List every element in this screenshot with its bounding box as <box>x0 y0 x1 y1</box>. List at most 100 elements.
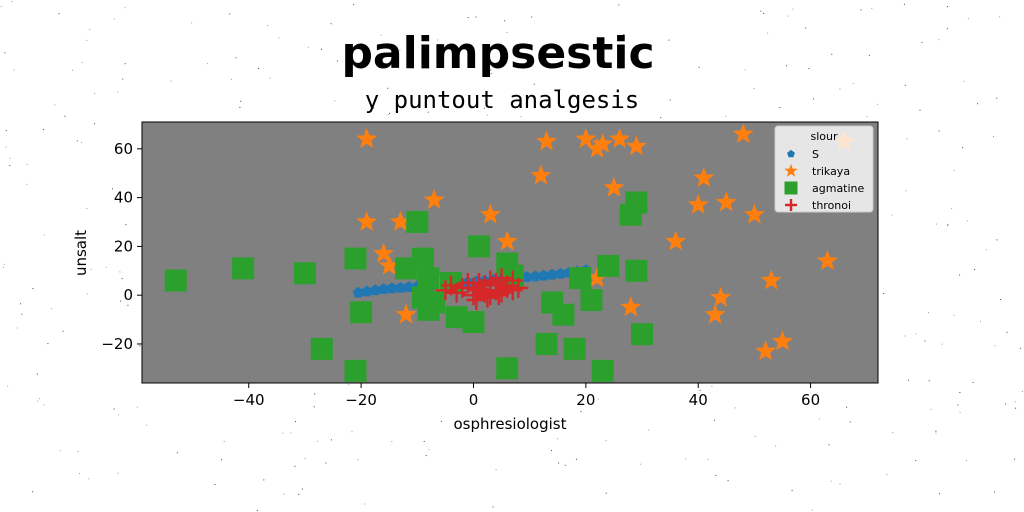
data-point-trikaya <box>603 176 625 197</box>
data-point-S <box>361 285 373 297</box>
speckle-dot <box>125 224 127 226</box>
x-tick-label: 40 <box>689 391 708 409</box>
data-point-trikaya <box>710 286 732 307</box>
speckle-dot <box>779 107 781 108</box>
data-point-trikaya <box>586 137 608 158</box>
speckle-dot <box>136 406 138 408</box>
data-point-trikaya <box>626 135 647 156</box>
speckle-dot <box>904 335 906 337</box>
speckle-dot <box>763 12 765 14</box>
speckle-dot <box>839 88 841 90</box>
speckle-dot <box>490 73 492 75</box>
speckle-dot <box>935 432 937 434</box>
speckle-dot <box>504 20 506 22</box>
x-tick-label: 20 <box>576 391 595 409</box>
speckle-dot <box>317 440 319 442</box>
speckle-dot <box>94 123 95 125</box>
speckle-dot <box>744 69 746 71</box>
speckle-dot <box>423 441 425 442</box>
x-tick-label: 0 <box>469 391 479 409</box>
speckle-dot <box>387 114 389 115</box>
legend-entry-agmatine: agmatine <box>784 181 865 195</box>
speckle-dot <box>711 385 713 387</box>
speckle-dot <box>59 450 61 452</box>
speckle-dot <box>938 39 940 41</box>
legend-title: slour <box>810 130 837 143</box>
speckle-dot <box>980 320 981 322</box>
data-point-trikaya <box>373 242 394 263</box>
speckle-dot <box>86 208 88 209</box>
speckle-dot <box>39 398 40 400</box>
data-point-agmatine <box>395 257 418 280</box>
speckle-dot <box>58 13 60 15</box>
speckle-dot <box>930 409 932 410</box>
data-point-trikaya <box>817 250 838 270</box>
speckle-dot <box>428 449 430 450</box>
speckle-dot <box>112 188 113 190</box>
speckle-dot <box>391 441 393 443</box>
speckle-dot <box>304 458 306 460</box>
speckle-dot <box>947 224 948 226</box>
speckle-dot <box>36 373 38 375</box>
speckle-dot <box>849 421 851 423</box>
speckle-dot <box>558 462 560 464</box>
data-point-trikaya <box>356 128 378 148</box>
speckle-dot <box>32 288 34 290</box>
speckle-dot <box>974 269 976 271</box>
speckle-dot <box>605 492 607 494</box>
speckle-dot <box>1014 401 1016 403</box>
speckle-dot <box>124 63 126 65</box>
y-tick-label: 40 <box>114 189 133 207</box>
data-point-trikaya <box>592 133 614 153</box>
speckle-dot <box>64 115 66 117</box>
speckle-dot <box>90 268 92 270</box>
speckle-dot <box>915 333 917 335</box>
data-point-trikaya <box>693 167 715 187</box>
speckle-dot <box>301 488 303 490</box>
speckle-dot <box>240 100 242 102</box>
data-point-S <box>386 282 398 294</box>
speckle-dot <box>669 99 671 101</box>
speckle-dot <box>351 431 353 433</box>
speckle-dot <box>928 312 929 314</box>
data-point-S <box>554 267 567 279</box>
data-point-agmatine <box>462 311 485 334</box>
speckle-dot <box>89 29 91 30</box>
speckle-dot <box>580 411 582 413</box>
speckle-dot <box>791 490 793 492</box>
speckle-dot <box>986 249 987 251</box>
speckle-dot <box>229 13 231 15</box>
speckle-dot <box>559 88 561 90</box>
speckle-dot <box>734 407 736 409</box>
speckle-dot <box>440 420 442 422</box>
speckle-dot <box>877 103 878 105</box>
speckle-dot <box>786 65 787 67</box>
data-point-thronoi <box>477 287 498 308</box>
data-point-agmatine <box>406 211 429 234</box>
speckle-dot <box>81 142 83 143</box>
speckle-dot <box>812 98 814 100</box>
data-point-thronoi <box>466 290 487 311</box>
speckle-dot <box>16 327 18 329</box>
speckle-dot <box>283 493 285 495</box>
speckle-dot <box>1005 403 1007 405</box>
data-point-S <box>529 270 541 282</box>
speckle-dot <box>427 111 429 113</box>
speckle-dot <box>905 190 907 192</box>
speckle-dot <box>715 474 717 476</box>
speckle-dot <box>846 406 848 408</box>
speckle-dot <box>957 404 959 406</box>
data-point-S <box>538 269 550 281</box>
data-point-trikaya <box>479 203 501 224</box>
y-axis-label: unsalt <box>72 230 90 276</box>
speckle-dot <box>330 23 332 25</box>
speckle-dot <box>597 398 599 400</box>
data-point-agmatine <box>468 235 491 258</box>
data-point-agmatine <box>535 332 558 355</box>
speckle-dot <box>891 214 893 216</box>
speckle-dot <box>483 107 485 109</box>
speckle-dot <box>113 408 115 410</box>
speckle-dot <box>127 304 129 306</box>
speckle-dot <box>531 422 533 424</box>
speckle-dot <box>51 308 53 310</box>
